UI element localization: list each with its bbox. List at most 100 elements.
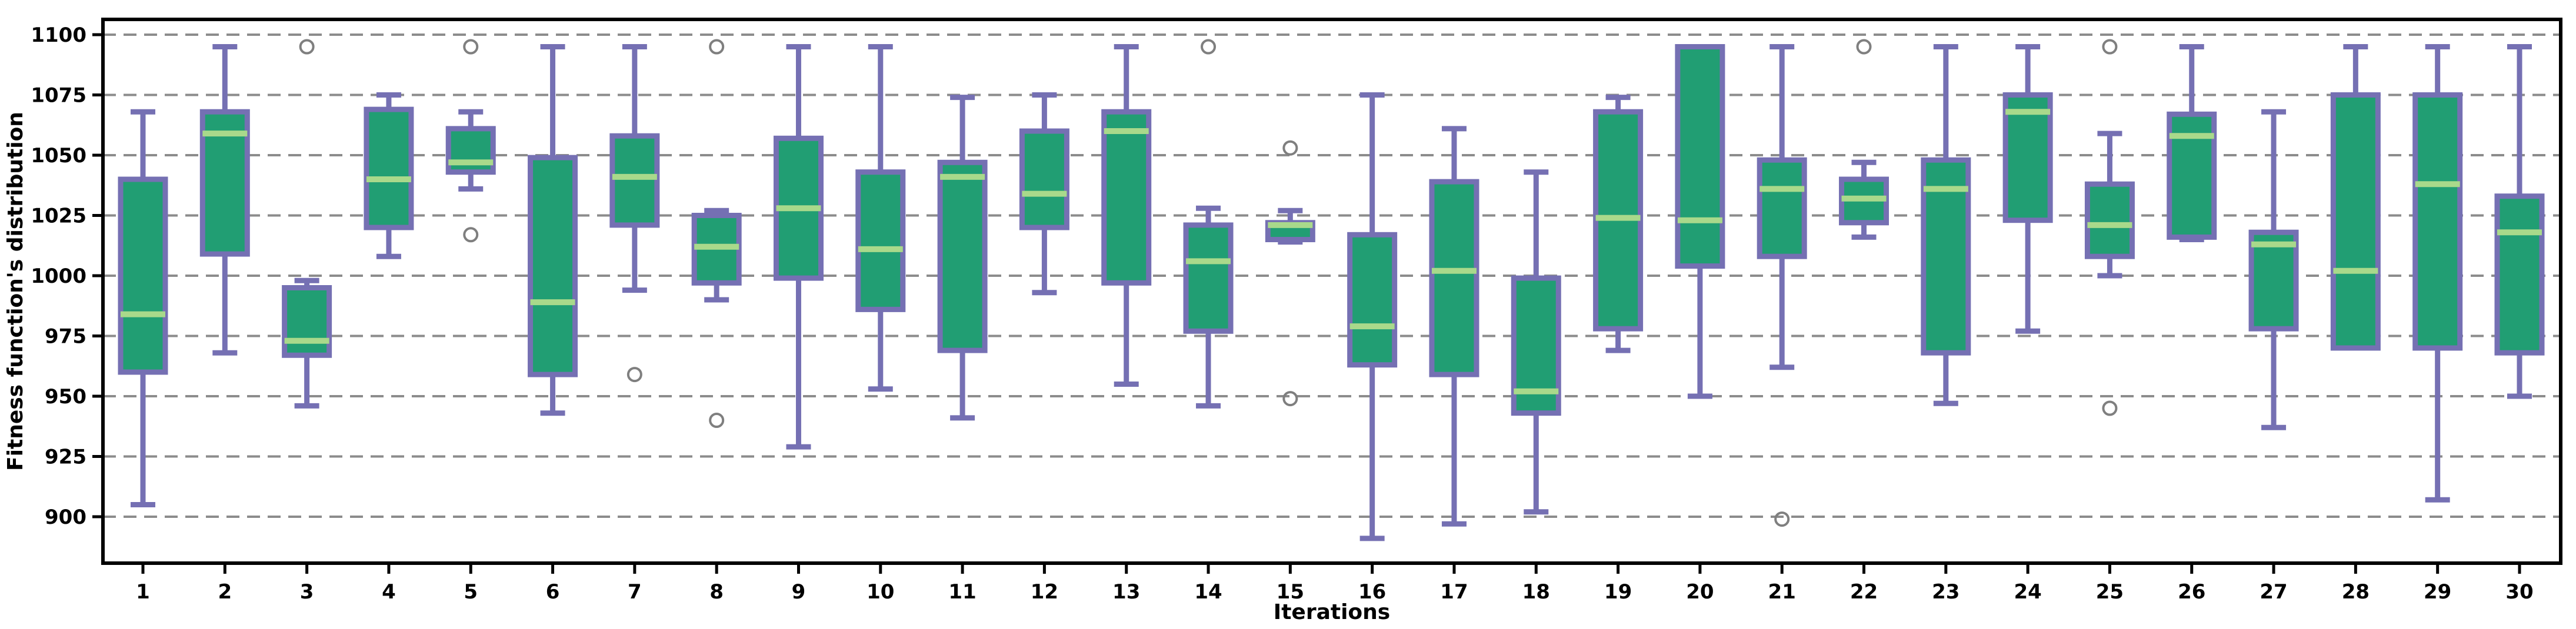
x-tick-label: 23 — [1932, 580, 1960, 604]
box-group-10 — [855, 44, 906, 392]
x-tick-label: 3 — [300, 580, 314, 604]
x-tick-label: 16 — [1358, 580, 1386, 604]
box-group-3 — [282, 39, 332, 409]
outlier-marker — [1774, 511, 1790, 527]
box-group-7 — [609, 44, 660, 383]
x-tick-label: 15 — [1277, 580, 1304, 604]
box-group-25 — [2084, 39, 2135, 416]
box-rect — [1101, 109, 1152, 286]
x-tick-label: 1 — [136, 580, 150, 604]
x-tick-label: 6 — [546, 580, 560, 604]
box-group-8 — [691, 39, 742, 428]
box-rect — [1429, 179, 1479, 377]
box-rect — [1757, 157, 1807, 259]
y-tick-label: 1025 — [31, 205, 86, 228]
y-tick-label: 900 — [45, 506, 86, 529]
box-group-28 — [2330, 44, 2381, 351]
box-rect — [2167, 111, 2217, 240]
box-group-27 — [2248, 109, 2299, 430]
outlier-marker — [626, 367, 642, 383]
x-tick-label: 10 — [867, 580, 894, 604]
box-rect — [2002, 92, 2053, 223]
x-tick-label: 7 — [628, 580, 642, 604]
box-rect — [1675, 44, 1725, 269]
box-group-19 — [1593, 95, 1644, 353]
x-tick-label: 28 — [2342, 580, 2370, 604]
outlier-marker — [1282, 391, 1298, 407]
box-group-6 — [528, 44, 578, 416]
box-rect — [1183, 222, 1234, 334]
box-group-29 — [2412, 44, 2463, 503]
box-group-22 — [1839, 39, 1889, 240]
outlier-marker — [2102, 39, 2118, 55]
box-rect — [118, 176, 168, 375]
box-rect — [445, 126, 496, 175]
x-tick-label: 29 — [2424, 580, 2451, 604]
box-group-30 — [2494, 44, 2545, 399]
x-tick-label: 26 — [2178, 580, 2205, 604]
box-layer — [118, 39, 2545, 541]
box-group-13 — [1101, 44, 1152, 387]
x-tick-label: 19 — [1604, 580, 1632, 604]
y-tick-label: 925 — [45, 446, 86, 469]
box-group-21 — [1757, 44, 1807, 527]
x-tick-label: 17 — [1440, 580, 1468, 604]
x-tick-label: 21 — [1768, 580, 1796, 604]
x-axis-title: Iterations — [1274, 600, 1390, 624]
box-group-14 — [1183, 39, 1234, 409]
box-rect — [2330, 92, 2381, 351]
y-tick-label: 950 — [45, 385, 86, 409]
box-rect — [609, 133, 660, 228]
box-group-1 — [118, 109, 168, 507]
box-rect — [528, 155, 578, 377]
x-tick-label: 11 — [948, 580, 976, 604]
box-rect — [2248, 229, 2299, 332]
x-tick-label: 27 — [2260, 580, 2287, 604]
x-tick-label: 9 — [792, 580, 806, 604]
grid-layer — [103, 34, 2561, 518]
box-rect — [364, 106, 414, 230]
box-group-15 — [1265, 140, 1315, 407]
x-tick-label: 30 — [2505, 580, 2533, 604]
x-tick-label: 4 — [382, 580, 396, 604]
y-tick-label: 975 — [45, 325, 86, 349]
x-tick-label: 20 — [1686, 580, 1714, 604]
x-tick-label: 24 — [2014, 580, 2041, 604]
box-group-9 — [773, 44, 824, 450]
box-rect — [1921, 157, 1971, 356]
plot-border — [101, 18, 2562, 565]
y-tick-label: 1000 — [31, 265, 86, 288]
x-tick-label: 8 — [709, 580, 724, 604]
outlier-marker — [709, 39, 725, 55]
box-rect — [1019, 128, 1069, 230]
outlier-marker — [1282, 140, 1298, 156]
x-tick-label: 22 — [1850, 580, 1878, 604]
box-group-26 — [2167, 44, 2217, 242]
box-rect — [937, 159, 988, 353]
x-tick-label: 18 — [1522, 580, 1550, 604]
box-group-2 — [199, 44, 250, 356]
box-group-4 — [364, 92, 414, 259]
box-rect — [2412, 92, 2463, 351]
x-tick-label: 12 — [1031, 580, 1058, 604]
box-group-20 — [1675, 44, 1725, 399]
box-group-16 — [1347, 92, 1398, 541]
box-rect — [2494, 193, 2545, 356]
x-tick-label: 2 — [218, 580, 232, 604]
outlier-marker — [2102, 400, 2118, 416]
box-group-12 — [1019, 92, 1069, 296]
box-rect — [1347, 232, 1398, 368]
box-group-23 — [1921, 44, 1971, 406]
box-rect — [855, 169, 906, 312]
outlier-marker — [1856, 39, 1872, 55]
outlier-marker — [463, 227, 479, 243]
box-rect — [282, 285, 332, 358]
box-group-24 — [2002, 44, 2053, 334]
outlier-marker — [709, 413, 725, 428]
box-group-18 — [1511, 169, 1561, 515]
box-group-5 — [445, 39, 496, 243]
y-tick-label: 1075 — [31, 84, 86, 108]
